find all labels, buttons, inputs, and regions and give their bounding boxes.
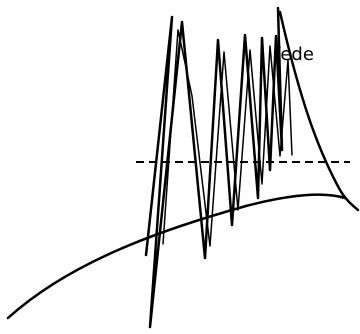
base-curve: [6, 193, 347, 320]
annotation-label: fede: [274, 44, 314, 65]
zigzag-strokes-secondary: [162, 29, 293, 247]
zigzag-strokes: [144, 6, 284, 329]
tail-curve: [278, 10, 360, 212]
